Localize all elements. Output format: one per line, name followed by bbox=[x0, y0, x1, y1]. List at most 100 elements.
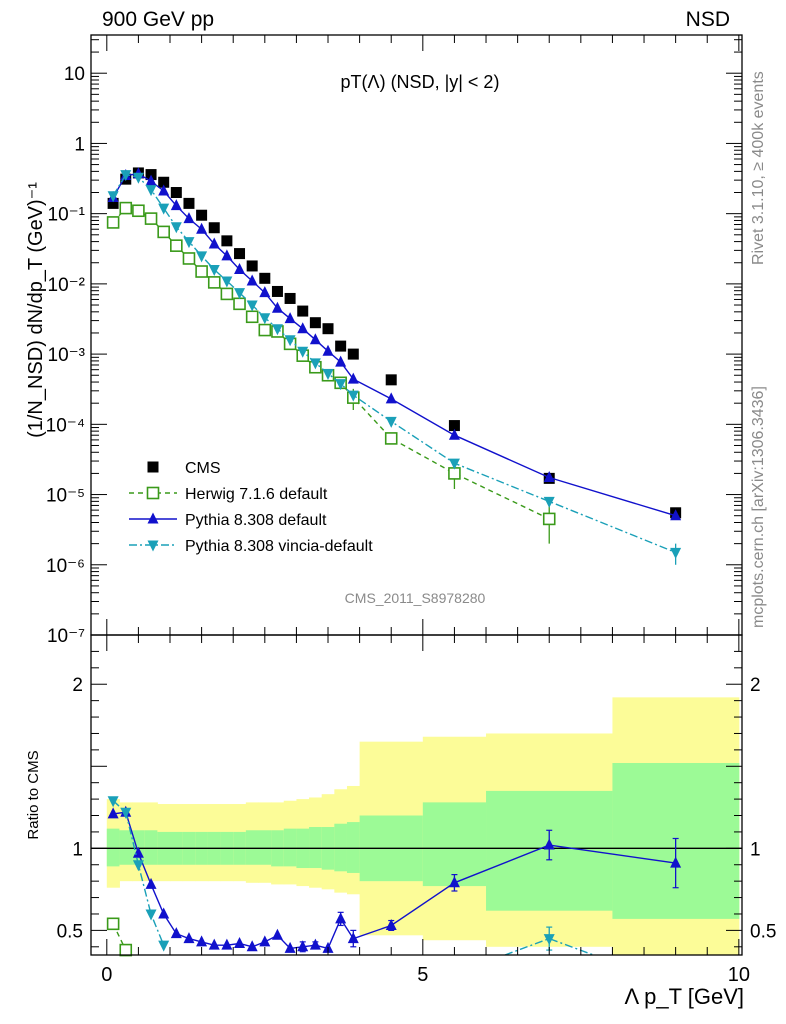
herwig-7-1-6-default-point bbox=[157, 225, 170, 239]
top-ytick-label: 10⁻⁶ bbox=[46, 556, 85, 577]
pythia-8-308-vincia-default-point bbox=[246, 300, 258, 312]
pythia-8-308-default-ratio-point bbox=[297, 940, 309, 952]
herwig-7-1-6-default-point bbox=[542, 512, 556, 526]
cms-point bbox=[309, 317, 321, 329]
herwig-7-1-6-default-ratio-point bbox=[119, 943, 133, 957]
pythia-8-308-vincia-default-ratio-point bbox=[120, 807, 132, 819]
pythia-8-308-default-ratio-point bbox=[107, 807, 119, 819]
cms-point bbox=[158, 176, 170, 188]
herwig-7-1-6-default-point bbox=[245, 310, 259, 324]
inner-band-bin bbox=[283, 828, 297, 867]
pythia-8-308-default-point bbox=[208, 237, 220, 249]
pythia-8-308-default-point bbox=[183, 212, 195, 224]
pythia-8-308-default-point bbox=[284, 312, 296, 324]
pythia-8-308-default-point bbox=[670, 509, 682, 521]
pythia-8-308-default-ratio-point bbox=[543, 838, 555, 850]
herwig-7-1-6-default-point bbox=[207, 276, 221, 289]
inner-band-bin bbox=[119, 830, 133, 865]
inner-band-bin bbox=[309, 827, 323, 869]
cms-point bbox=[183, 197, 195, 209]
pythia-8-308-default-ratio-point bbox=[347, 932, 359, 944]
pythia-8-308-default-point bbox=[448, 428, 460, 440]
pythia-8-308-default-ratio-point bbox=[385, 918, 397, 930]
ratio-panel-axes: 0.5 0.5 1 1 2 2 0 5 10 bbox=[57, 634, 776, 986]
ratio-ytick-label-right: 2 bbox=[750, 675, 761, 696]
cms-point bbox=[221, 235, 233, 247]
pythia-8-308-default-point bbox=[322, 344, 334, 356]
pythia-8-308-default-ratio-point bbox=[132, 846, 144, 858]
plot-title: pT(Λ) (NSD, |y| < 2) bbox=[341, 72, 500, 92]
pythia-8-308-default-ratio-point bbox=[196, 935, 208, 947]
cms-point bbox=[335, 340, 347, 352]
pythia-8-308-vincia-default-point bbox=[208, 265, 220, 277]
herwig-7-1-6-default-point bbox=[182, 252, 196, 265]
pythia-8-308-default-ratio-line bbox=[113, 811, 676, 950]
pythia-8-308-default-ratio-point bbox=[221, 938, 233, 950]
pythia-8-308-default-point bbox=[385, 392, 397, 404]
inner-band-bin bbox=[106, 828, 120, 867]
ratio-panel-series bbox=[106, 796, 682, 957]
pythia-8-308-default-point bbox=[347, 372, 359, 384]
pythia-8-308-vincia-default-point bbox=[132, 172, 144, 184]
pythia-8-308-default-ratio-point bbox=[335, 912, 347, 924]
cms-point bbox=[259, 272, 271, 284]
top-ytick-label: 1 bbox=[74, 134, 85, 155]
pythia-8-308-default-point bbox=[234, 263, 246, 275]
pythia-8-308-default-point bbox=[271, 301, 283, 313]
top-ytick-label: 10⁻¹ bbox=[48, 205, 86, 226]
top-ytick-label: 10 bbox=[64, 64, 85, 85]
pythia-8-308-vincia-default-ratio-point bbox=[543, 934, 555, 946]
top-ytick-label: 10⁻⁷ bbox=[47, 626, 85, 647]
pythia-8-308-vincia-default-point bbox=[347, 390, 359, 402]
cms-point bbox=[196, 209, 208, 221]
pythia-8-308-vincia-default-point bbox=[183, 237, 195, 249]
top-ytick-label: 10⁻⁵ bbox=[46, 486, 85, 507]
ratio-ytick-label: 1 bbox=[72, 839, 83, 860]
inner-band-bin bbox=[258, 830, 272, 865]
pythia-8-308-default-ratio-point bbox=[246, 940, 258, 952]
pythia-8-308-default-point bbox=[297, 322, 309, 334]
ratio-ytick-label-right: 1 bbox=[750, 839, 761, 860]
pythia-8-308-vincia-default-point bbox=[271, 324, 283, 336]
inner-band-bin bbox=[346, 822, 361, 873]
pythia-8-308-vincia-default-point bbox=[309, 358, 321, 370]
pythia-8-308-default-ratio-point bbox=[670, 856, 682, 868]
herwig-7-1-6-default-point bbox=[119, 201, 133, 215]
ratio-panel-frame bbox=[90, 634, 743, 956]
mcplots-label: mcplots.cern.ch [arXiv:1306.3436] bbox=[750, 386, 767, 628]
pythia-8-308-default-point bbox=[543, 470, 555, 482]
herwig-7-1-6-default-point bbox=[144, 212, 158, 225]
pythia-8-308-default-point bbox=[246, 274, 258, 286]
legend: CMS Herwig 7.1.6 default Pythia 8.308 defa… bbox=[129, 460, 373, 555]
pythia-8-308-default-ratio-point bbox=[183, 932, 195, 944]
pythia-8-308-vincia-default-line bbox=[112, 173, 676, 554]
pythia-8-308-default-ratio-point bbox=[234, 937, 246, 949]
cms-point bbox=[107, 197, 119, 209]
pythia-8-308-default-ratio-point bbox=[170, 927, 182, 939]
top-ylabel: (1/N_NSD) dN/dp_T (GeV)⁻¹ bbox=[25, 182, 47, 438]
cms-point bbox=[246, 260, 258, 272]
top-panel-axes: 10⁻⁷ 10⁻⁶ 10⁻⁵ 10⁻⁴ 10⁻³ 10⁻² 10⁻¹ 1 10 bbox=[46, 34, 743, 647]
cms-point bbox=[347, 348, 359, 360]
herwig-7-1-6-default-point bbox=[233, 297, 246, 311]
cms-point bbox=[145, 169, 157, 181]
pythia-8-308-default-point bbox=[221, 249, 233, 261]
analysis-watermark: CMS_2011_S8978280 bbox=[345, 590, 486, 606]
pythia-8-308-default-point bbox=[259, 286, 271, 298]
pythia-8-308-vincia-default-ratio-point bbox=[158, 940, 170, 952]
pythia-8-308-default-ratio-point bbox=[271, 928, 283, 940]
inner-band-bin bbox=[422, 802, 487, 887]
ratio-ytick-label-right: 0.5 bbox=[750, 921, 776, 942]
legend-pythia-8-308-vincia-default-marker bbox=[147, 540, 159, 552]
pythia-8-308-default-ratio-point bbox=[284, 941, 296, 953]
pythia-8-308-default-point bbox=[196, 222, 208, 234]
rivet-label: Rivet 3.1.10, ≥ 400k events bbox=[750, 71, 767, 265]
pythia-8-308-default-point bbox=[335, 355, 347, 367]
pythia-8-308-vincia-default-point bbox=[145, 185, 157, 197]
ratio-ytick-label: 0.5 bbox=[57, 921, 83, 942]
pythia-8-308-vincia-default-point bbox=[120, 170, 132, 182]
inner-band-bin bbox=[245, 830, 259, 865]
top-panel-series bbox=[106, 167, 682, 565]
cms-point bbox=[271, 285, 283, 297]
